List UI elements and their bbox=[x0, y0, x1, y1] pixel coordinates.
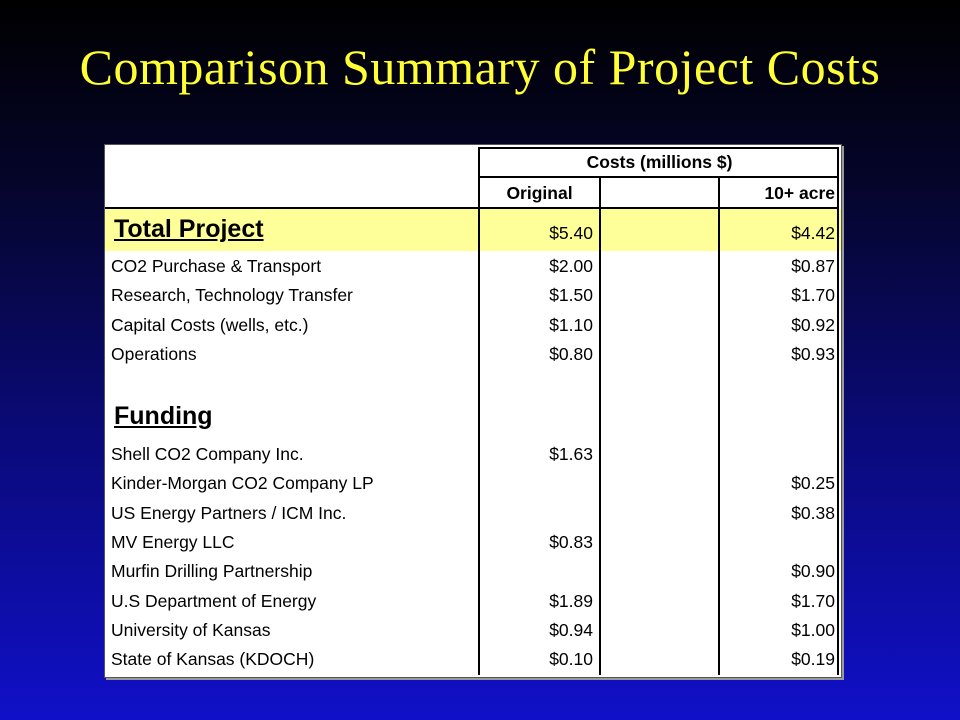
cost-row-label: Operations bbox=[111, 344, 197, 364]
cost-row-acre: $1.70 bbox=[791, 285, 835, 305]
group-header-divider bbox=[478, 176, 839, 178]
funding-row-acre: $0.38 bbox=[791, 503, 835, 523]
cost-row-original: $1.10 bbox=[549, 315, 593, 335]
label-column-divider bbox=[478, 147, 480, 675]
funding-row-label: Murfin Drilling Partnership bbox=[111, 561, 313, 581]
cost-comparison-table: Costs (millions $) Original 10+ acre Tot… bbox=[104, 144, 842, 678]
funding-row-original: $1.89 bbox=[549, 591, 593, 611]
cost-row-acre: $0.87 bbox=[791, 256, 835, 276]
funding-row-label: MV Energy LLC bbox=[111, 532, 235, 552]
group-header: Costs (millions $) bbox=[586, 152, 733, 172]
original-column-divider bbox=[599, 176, 601, 675]
funding-row-original: $0.10 bbox=[549, 649, 593, 669]
funding-row-original: $0.94 bbox=[549, 620, 593, 640]
cost-row-original: $0.80 bbox=[549, 344, 593, 364]
cost-row-label: Research, Technology Transfer bbox=[111, 285, 353, 305]
cost-row-original: $1.50 bbox=[549, 285, 593, 305]
funding-row-original: $1.63 bbox=[549, 444, 593, 464]
cost-row-label: Capital Costs (wells, etc.) bbox=[111, 315, 309, 335]
funding-row-acre: $1.70 bbox=[791, 591, 835, 611]
funding-row-label: U.S Department of Energy bbox=[111, 591, 317, 611]
funding-row-label: US Energy Partners / ICM Inc. bbox=[111, 503, 347, 523]
funding-row-original: $0.83 bbox=[549, 532, 593, 552]
gap-column-divider bbox=[718, 176, 720, 675]
funding-row-acre: $0.90 bbox=[791, 561, 835, 581]
funding-row-acre: $0.25 bbox=[791, 473, 835, 493]
slide-title: Comparison Summary of Project Costs bbox=[79, 39, 881, 95]
funding-row-acre: $1.00 bbox=[791, 620, 835, 640]
cost-row-label: CO2 Purchase & Transport bbox=[111, 256, 322, 276]
funding-section-title: Funding bbox=[114, 402, 213, 430]
right-border bbox=[837, 147, 839, 675]
col-header-10-acre: 10+ acre bbox=[764, 183, 835, 203]
funding-row-label: State of Kansas (KDOCH) bbox=[111, 649, 315, 669]
header-bottom-border bbox=[105, 207, 839, 209]
cost-row-acre: $0.92 bbox=[791, 315, 835, 335]
funding-row-label: Kinder-Morgan CO2 Company LP bbox=[111, 473, 374, 493]
table-top-border bbox=[478, 147, 839, 149]
total-acre-value: $4.42 bbox=[791, 223, 835, 243]
funding-row-acre: $0.19 bbox=[791, 649, 835, 669]
total-original-value: $5.40 bbox=[549, 223, 593, 243]
funding-row-label: University of Kansas bbox=[111, 620, 271, 640]
col-header-original: Original bbox=[506, 183, 573, 203]
funding-row-label: Shell CO2 Company Inc. bbox=[111, 444, 304, 464]
cost-row-original: $2.00 bbox=[549, 256, 593, 276]
total-project-label: Total Project bbox=[114, 215, 264, 243]
cost-row-acre: $0.93 bbox=[791, 344, 835, 364]
